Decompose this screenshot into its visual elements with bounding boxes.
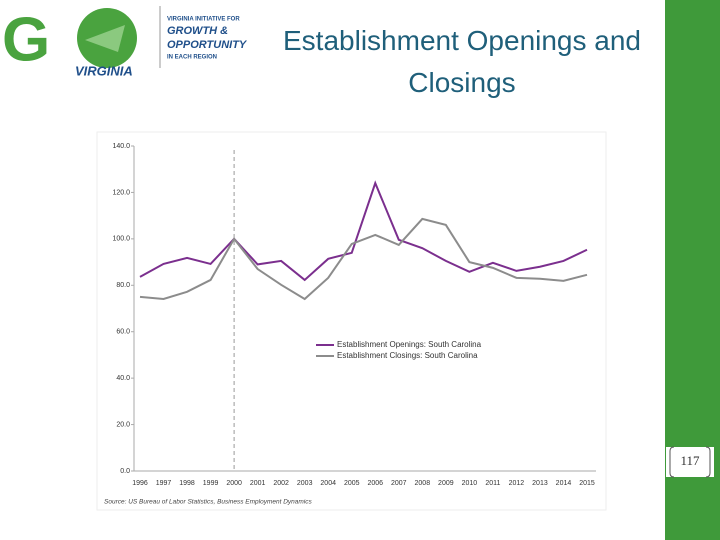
chart-frame [96, 131, 607, 511]
y-tick-label: 20.0 [116, 421, 130, 428]
x-tick-label: 1998 [179, 480, 195, 487]
x-tick-label: 2003 [297, 480, 313, 487]
y-tick-label: 0.0 [120, 468, 130, 475]
x-tick-label: 2005 [344, 480, 360, 487]
x-tick-label: 1997 [156, 480, 172, 487]
y-tick-label: 60.0 [116, 329, 130, 336]
logo-wordmark: VIRGINIA [75, 63, 133, 78]
y-tick-label: 100.0 [112, 236, 130, 243]
x-tick-label: 2004 [320, 480, 336, 487]
logo-mark: G [2, 5, 50, 74]
y-tick-label: 40.0 [116, 375, 130, 382]
x-tick-label: 2001 [250, 480, 266, 487]
legend-label: Establishment Closings: South Carolina [337, 351, 478, 360]
logo-tagline: OPPORTUNITY [167, 39, 248, 51]
page-number-brackets [669, 446, 711, 478]
x-tick-label: 2006 [367, 480, 383, 487]
x-tick-label: 2008 [415, 480, 431, 487]
series-line [139, 180, 588, 282]
logo-tagline: GROWTH & [167, 25, 228, 37]
logo-tagline: VIRGINIA INITIATIVE FOR [167, 17, 240, 23]
x-tick-label: 2010 [462, 480, 478, 487]
x-tick-label: 2011 [485, 480, 500, 487]
x-tick-label: 2013 [532, 480, 548, 487]
logo-tagline: IN EACH REGION [167, 55, 217, 61]
y-tick-label: 120.0 [112, 189, 130, 196]
legend-label: Establishment Openings: South Carolina [337, 340, 482, 349]
logo: G VIRGINIA VIRGINIA INITIATIVE FOR GROWT… [2, 5, 248, 78]
page-number-box [666, 447, 714, 477]
x-tick-label: 1996 [132, 480, 148, 487]
x-tick-label: 2012 [509, 480, 525, 487]
series-line [139, 217, 588, 301]
logo-shape [85, 25, 125, 52]
y-tick-label: 80.0 [116, 282, 130, 289]
x-tick-label: 2009 [438, 480, 454, 487]
page-number: 117 [680, 453, 700, 468]
y-tick-label: 140.0 [112, 143, 130, 150]
source-note: Source: US Bureau of Labor Statistics, B… [104, 499, 312, 506]
x-tick-label: 2007 [391, 480, 407, 487]
x-tick-label: 2014 [556, 480, 572, 487]
slide-title: Establishment Openings and Closings [283, 25, 641, 98]
x-tick-label: 1999 [203, 480, 219, 487]
x-tick-label: 2002 [273, 480, 289, 487]
x-tick-label: 2000 [226, 480, 242, 487]
x-tick-label: 2015 [579, 480, 595, 487]
